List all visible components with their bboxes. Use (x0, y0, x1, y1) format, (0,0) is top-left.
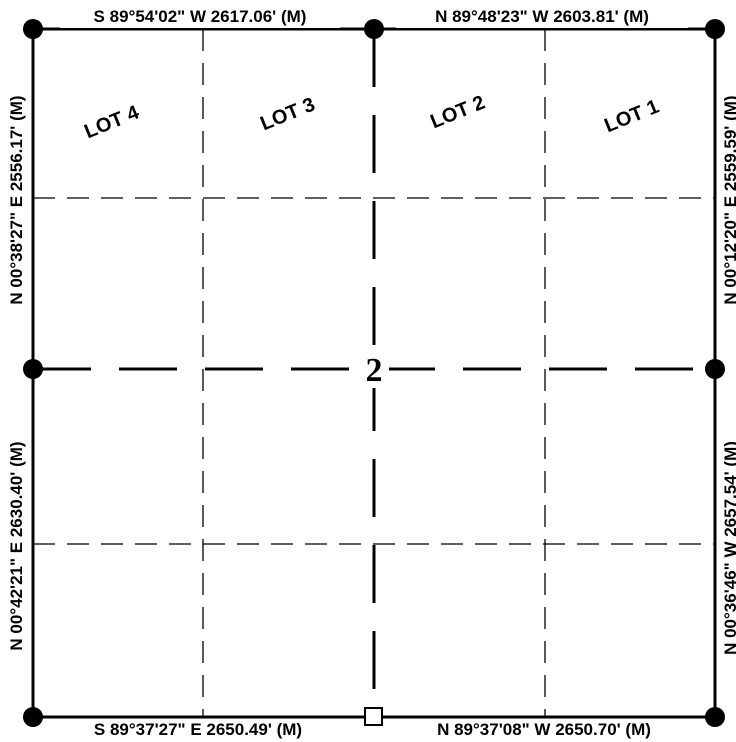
west-north-call: N 00°38'27" E 2556.17' (M) (7, 95, 26, 304)
monuments (23, 19, 725, 727)
sixteenth-lines (33, 29, 715, 717)
filled-circle-icon (364, 19, 384, 39)
filled-circle-icon (705, 359, 725, 379)
filled-circle-icon (23, 707, 43, 727)
filled-circle-icon (705, 707, 725, 727)
lot-label: LOT 2 (427, 92, 488, 134)
west-south-call: N 00°42'21" E 2630.40' (M) (7, 441, 26, 650)
open-square-icon (364, 707, 383, 726)
east-north-call: N 00°12'20" E 2559.59' (M) (721, 95, 736, 304)
filled-circle-icon (23, 19, 43, 39)
section-number: 2 (366, 352, 383, 389)
north-west-call-backing (60, 6, 340, 28)
lot-label: LOT 1 (601, 96, 662, 138)
north-east-call: N 89°48'23" W 2603.81' (M) (435, 7, 649, 26)
lot-label: LOT 4 (81, 101, 143, 143)
north-east-call-backing (396, 6, 688, 28)
section-number-backing (359, 348, 389, 388)
filled-circle-icon (705, 19, 725, 39)
lot-labels: LOT 4 LOT 3 LOT 2 LOT 1 (81, 92, 662, 144)
north-west-call: S 89°54'02" W 2617.06' (M) (94, 7, 307, 26)
bearing-labels: S 89°54'02" W 2617.06' (M) N 89°48'23" W… (7, 6, 736, 739)
lot-label: LOT 3 (257, 94, 318, 136)
south-east-call: N 89°37'08" W 2650.70' (M) (437, 720, 651, 739)
east-south-call: N 00°36'46" W 2657.54' (M) (721, 441, 736, 655)
filled-circle-icon (23, 359, 43, 379)
south-west-call: S 89°37'27" E 2650.49' (M) (94, 720, 302, 739)
